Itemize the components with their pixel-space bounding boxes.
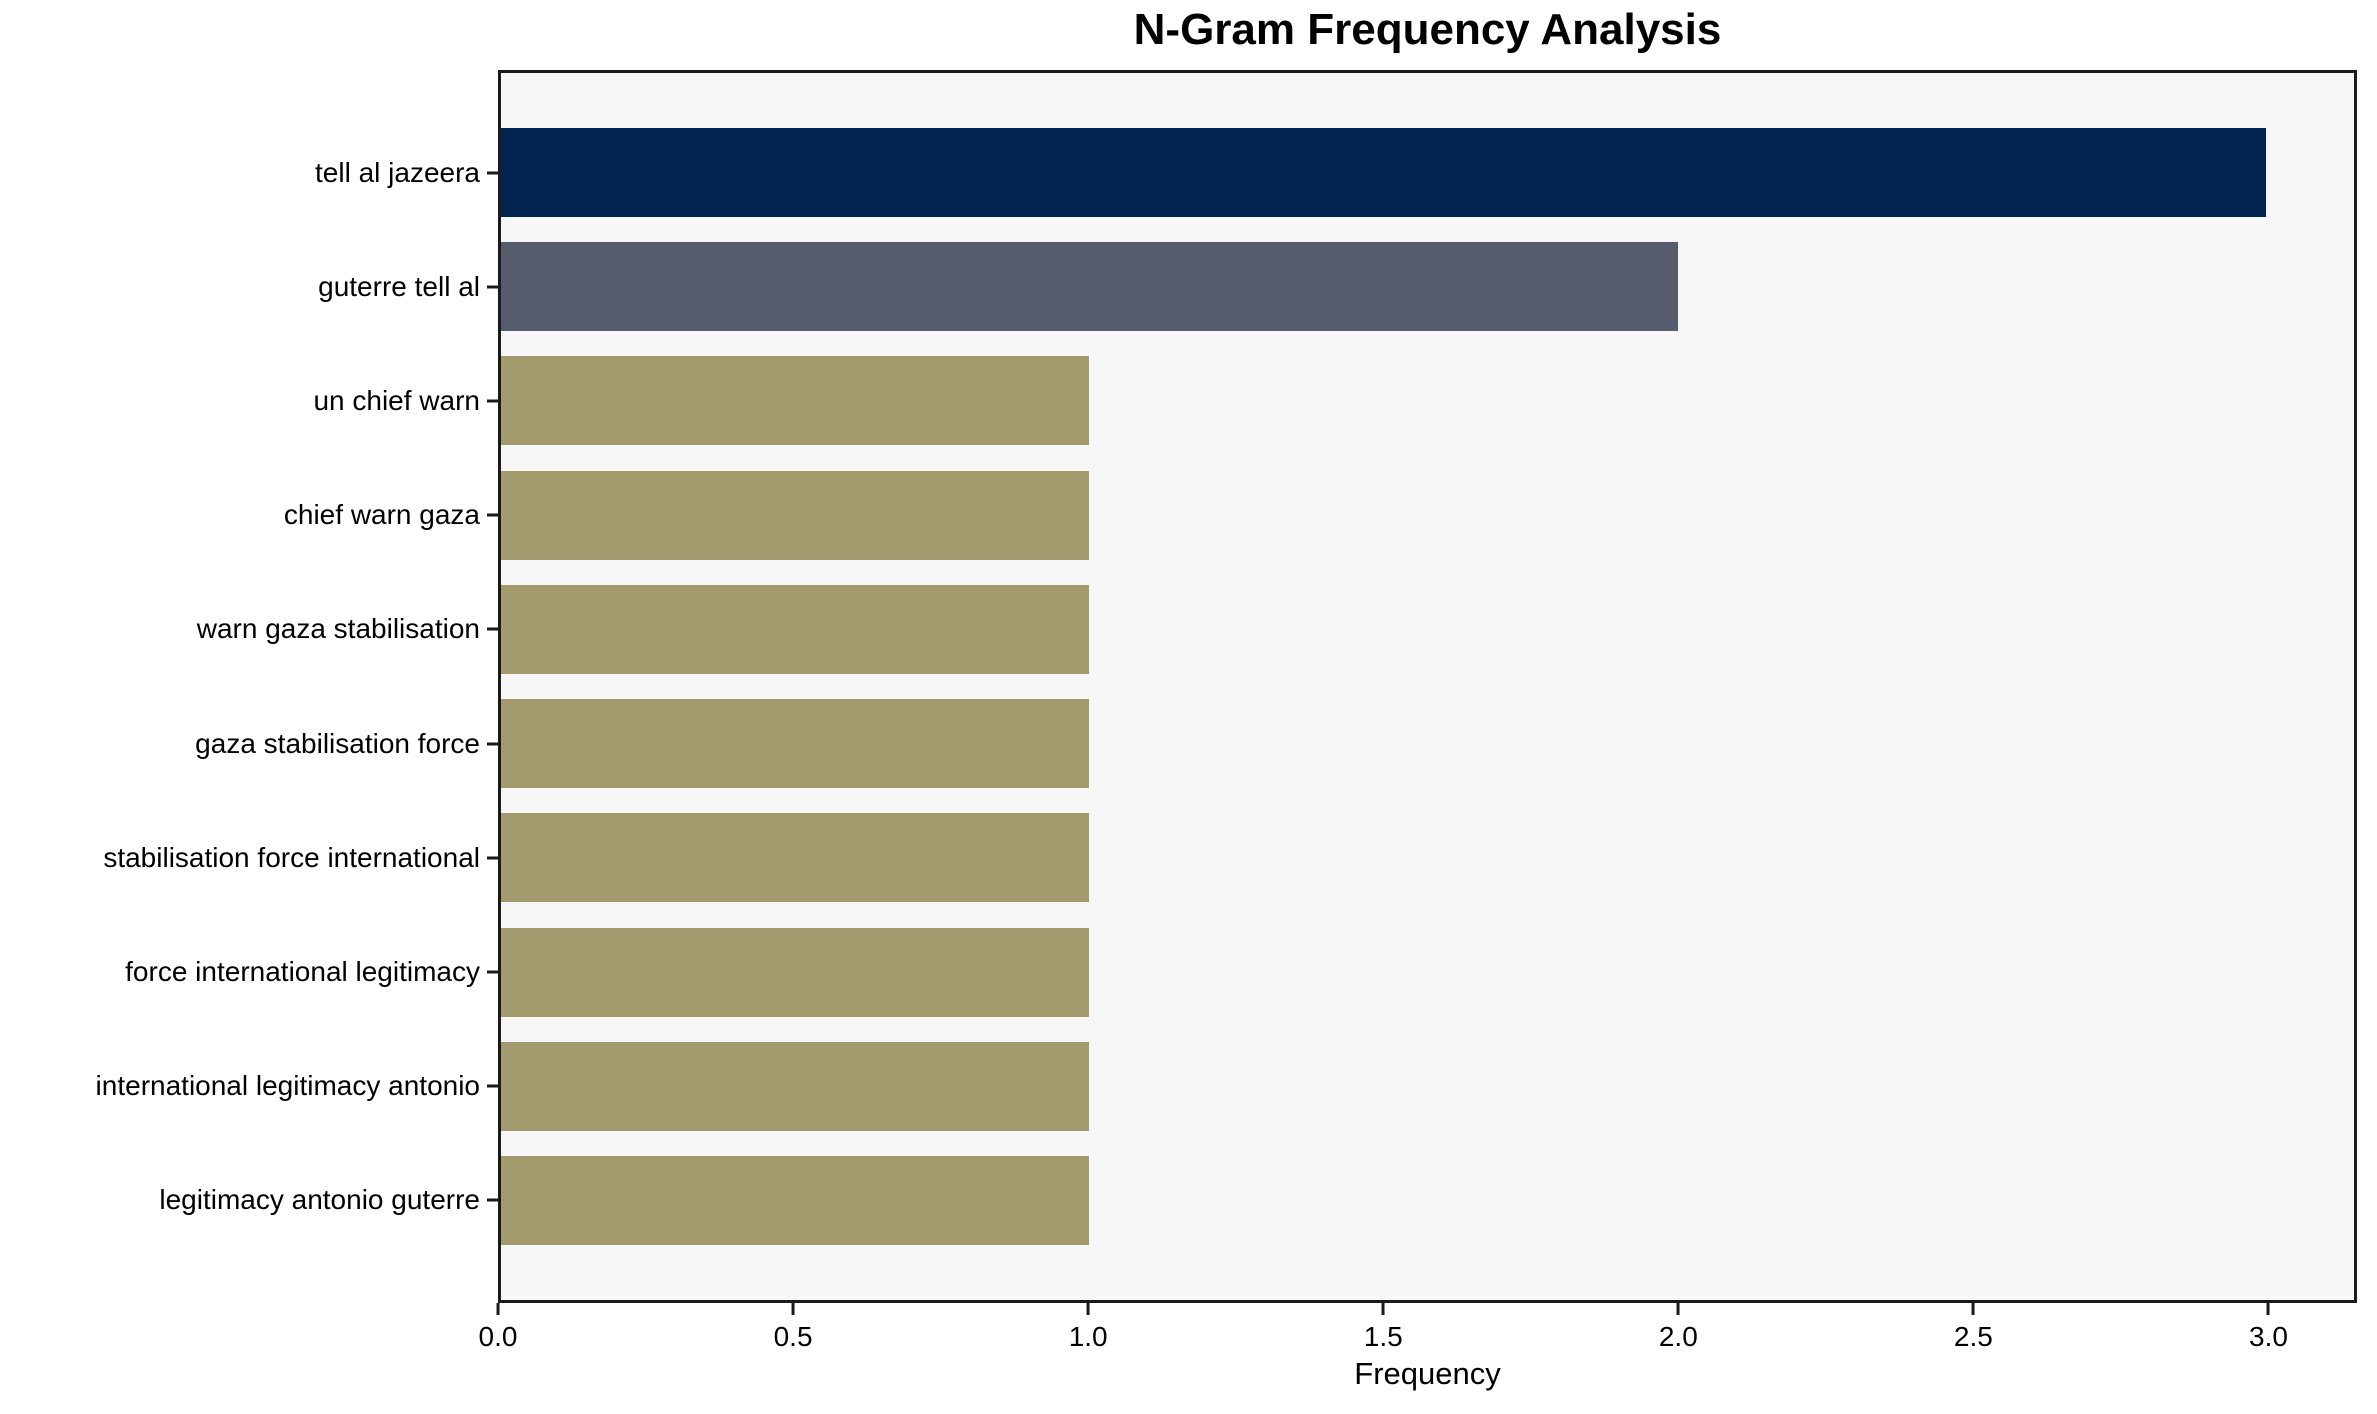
- x-tick-mark: [1971, 1303, 1975, 1315]
- y-tick-label: tell al jazeera: [315, 156, 480, 188]
- y-tick-label: international legitimacy antonio: [95, 1070, 480, 1102]
- bar-row: gaza stabilisation force: [195, 699, 2354, 789]
- y-tick-mark: [487, 627, 498, 631]
- x-tick-mark: [1676, 1303, 1680, 1315]
- bar-row: chief warn gaza: [284, 470, 2354, 560]
- y-tick-mark: [487, 1198, 498, 1202]
- bar-row: un chief warn: [313, 356, 2354, 446]
- bar: [501, 927, 1090, 1017]
- x-tick-mark: [791, 1303, 795, 1315]
- y-tick-mark: [487, 856, 498, 860]
- y-tick-label: legitimacy antonio guterre: [159, 1184, 480, 1216]
- bar-row: international legitimacy antonio: [96, 1041, 2354, 1131]
- x-tick-label: 3.0: [2249, 1321, 2288, 1352]
- bar: [501, 128, 2266, 217]
- y-tick-mark: [487, 1084, 498, 1088]
- x-tick-label: 0.5: [773, 1321, 813, 1352]
- bar-row: warn gaza stabilisation: [197, 584, 2354, 674]
- x-tick: 0.5: [774, 1303, 813, 1351]
- y-tick-mark: [487, 171, 498, 174]
- bar: [501, 470, 1090, 560]
- chart-title: N-Gram Frequency Analysis: [1133, 5, 1722, 54]
- x-tick-label: 1.0: [1068, 1321, 1108, 1352]
- y-tick-label: gaza stabilisation force: [195, 727, 480, 759]
- x-tick: 1.5: [1364, 1303, 1403, 1351]
- x-axis-label: Frequency: [1354, 1356, 1501, 1391]
- x-tick: 0.0: [478, 1303, 518, 1352]
- y-tick-mark: [487, 399, 498, 403]
- bar-row: tell al jazeera: [315, 128, 2354, 217]
- x-tick-label: 2.5: [1953, 1321, 1993, 1352]
- x-tick-mark: [2266, 1303, 2270, 1315]
- x-tick-label: 2.0: [1658, 1321, 1698, 1352]
- x-tick-label: 0.0: [478, 1321, 518, 1352]
- bar: [501, 356, 1090, 446]
- x-tick-mark: [1086, 1303, 1090, 1315]
- x-tick-label: 1.5: [1363, 1321, 1403, 1352]
- y-tick-label: force international legitimacy: [125, 956, 480, 988]
- y-tick-label: guterre tell al: [318, 270, 480, 302]
- x-tick-mark: [1381, 1303, 1385, 1315]
- y-tick-mark: [487, 742, 498, 746]
- bar: [501, 242, 1678, 332]
- bar-row: stabilisation force international: [103, 813, 2354, 903]
- bar-row: guterre tell al: [318, 242, 2354, 332]
- bars: tell al jazeera guterre tell al un chief…: [96, 73, 2354, 1300]
- y-tick-label: stabilisation force international: [103, 841, 480, 873]
- bar-row: legitimacy antonio guterre: [159, 1155, 2354, 1245]
- plot-area: tell al jazeera guterre tell al un chief…: [96, 70, 2357, 1303]
- x-tick: 1.0: [1069, 1303, 1108, 1351]
- bar: [501, 1041, 1090, 1131]
- bar: [501, 699, 1090, 789]
- y-tick-label: chief warn gaza: [283, 499, 480, 531]
- bar-row: force international legitimacy: [125, 927, 2354, 1017]
- x-tick-mark: [496, 1303, 500, 1315]
- bar: [501, 1155, 1090, 1245]
- x-tick: 2.5: [1954, 1303, 1993, 1351]
- bar: [501, 813, 1090, 903]
- x-tick: 2.0: [1659, 1303, 1698, 1351]
- y-tick-mark: [487, 285, 498, 289]
- x-tick: 3.0: [2249, 1303, 2288, 1351]
- y-tick-label: un chief warn: [313, 384, 480, 416]
- bar: [501, 584, 1090, 674]
- y-tick-mark: [487, 970, 498, 974]
- y-tick-label: warn gaza stabilisation: [196, 613, 480, 645]
- y-tick-mark: [487, 513, 498, 517]
